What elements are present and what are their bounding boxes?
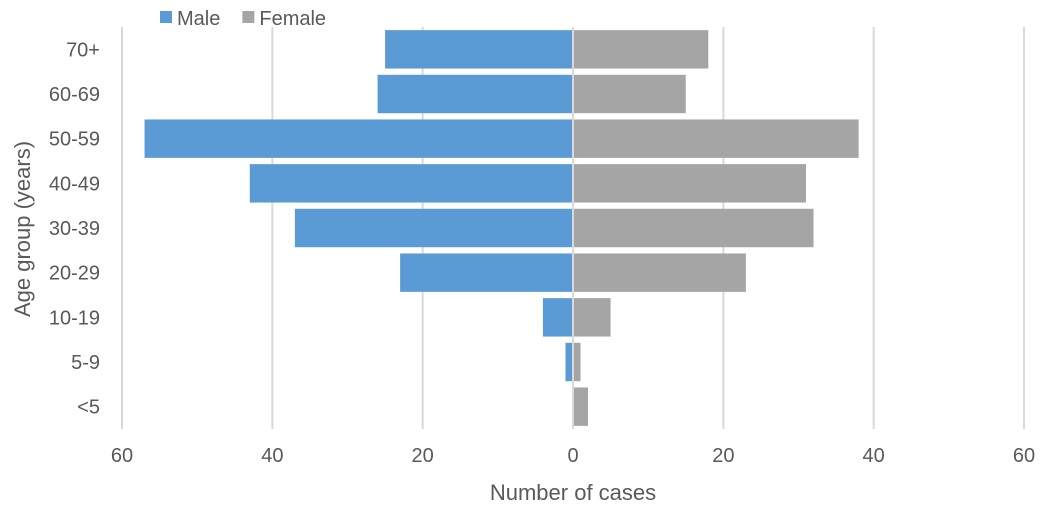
y-tick-label: 60-69 [49,84,100,106]
legend-swatch-female [242,11,255,23]
bar-male-10-19 [542,298,573,337]
legend: Male Female [160,8,326,30]
bar-female-10-19 [573,298,611,337]
bar-male-5-9 [565,342,573,382]
legend-label-male: Male [177,8,220,30]
bar-male-20-29 [400,253,573,292]
y-tick-labels: 70+ 60-69 50-59 40-49 30-39 20-29 10-19 5-9 <5 [49,39,100,418]
bar-female-50-59 [573,119,859,158]
bar-female-30-39 [573,208,814,248]
y-tick-label: 5-9 [71,352,100,374]
x-tick-label: 40 [863,445,885,467]
x-tick-label: 60 [1013,445,1035,467]
x-tick-label: 60 [111,445,133,467]
bar-female-<5 [573,387,589,426]
y-tick-label: 10-19 [49,307,100,329]
bar-female-5-9 [573,342,581,382]
bar-female-40-49 [573,164,807,203]
bar-male-40-49 [249,164,574,203]
x-tick-label: 0 [567,445,578,467]
legend-label-female: Female [259,8,326,30]
legend-swatch-male [160,11,172,23]
y-tick-label: 50-59 [49,129,100,151]
y-tick-label: 20-29 [49,263,100,285]
y-tick-label: 30-39 [49,218,100,240]
x-axis-title: Number of cases [490,480,656,505]
y-tick-label: <5 [77,397,100,419]
x-tick-labels: 60 40 20 0 20 40 60 [111,445,1035,467]
bar-male-50-59 [144,119,574,158]
x-tick-label: 20 [712,445,734,467]
y-axis-title: Age group (years) [10,141,35,317]
bar-female-70+ [573,30,709,69]
x-tick-label: 20 [412,445,434,467]
bar-male-60-69 [377,74,573,114]
bars [144,30,859,426]
bar-male-70+ [385,30,573,69]
y-tick-label: 70+ [66,39,100,61]
x-tick-label: 40 [261,445,283,467]
bar-female-60-69 [573,74,686,114]
bar-female-20-29 [573,253,746,292]
y-tick-label: 40-49 [49,173,100,195]
bar-male-30-39 [294,208,573,248]
